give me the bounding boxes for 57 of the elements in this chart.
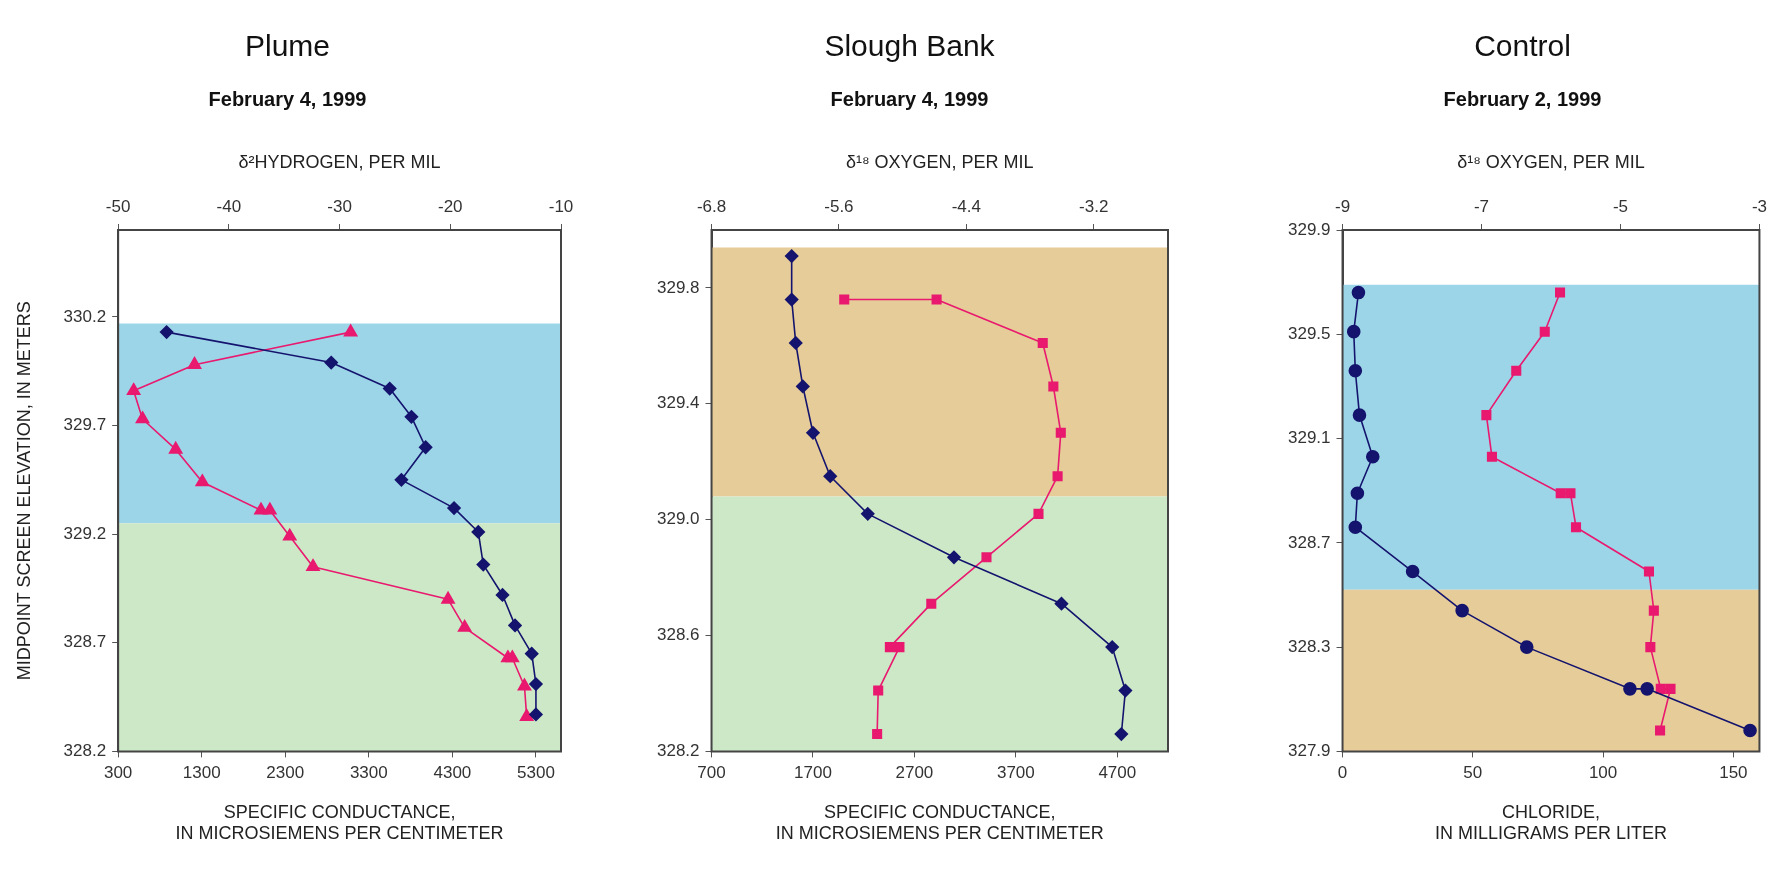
x-tick-label: 100 <box>1588 763 1618 783</box>
chart-title: Slough Bank <box>824 29 996 63</box>
x2-axis-title: δ²HYDROGEN, PER MIL <box>238 151 441 172</box>
chart-subtitle: February 4, 1999 <box>208 87 367 110</box>
x2-axis-title: δ¹⁸ OXYGEN, PER MIL <box>845 151 1034 172</box>
y-tick-label: 328.2 <box>656 741 700 761</box>
y-tick-label: 328.2 <box>63 741 107 761</box>
y-tick-label: 328.6 <box>656 625 700 645</box>
x-tick-label: 5300 <box>517 763 555 783</box>
chart-subtitle: February 4, 1999 <box>830 87 989 110</box>
y-tick-label: 328.7 <box>63 632 107 652</box>
x2-tick-label: -40 <box>216 197 242 217</box>
x-axis-title: SPECIFIC CONDUCTANCE, IN MICROSIEMENS PER CENTIMETER <box>775 801 1104 844</box>
y-tick-label: 329.9 <box>1287 219 1331 239</box>
x-tick-label: 150 <box>1719 763 1748 783</box>
x2-tick-label: -5 <box>1612 197 1629 217</box>
x-tick-label: 3300 <box>349 763 388 783</box>
y-tick-label: 329.7 <box>63 415 107 435</box>
y-tick-label: 330.2 <box>63 306 107 326</box>
x-tick-label: 2300 <box>266 763 305 783</box>
x-tick-label: 300 <box>103 763 133 783</box>
x-tick-label: 2700 <box>895 763 934 783</box>
x2-tick-label: -20 <box>438 197 463 217</box>
y-tick-label: 327.9 <box>1287 741 1331 761</box>
y-tick-label: 329.5 <box>1287 323 1331 343</box>
chart-subtitle: February 2, 1999 <box>1443 87 1602 110</box>
y-tick-label: 329.4 <box>656 393 700 413</box>
x-tick-label: 1700 <box>794 763 832 783</box>
y-tick-label: 329.8 <box>656 277 700 297</box>
x2-axis-title: δ¹⁸ OXYGEN, PER MIL <box>1457 151 1645 172</box>
x2-tick-label: -3 <box>1751 197 1767 217</box>
x2-tick-label: -3.2 <box>1079 197 1109 217</box>
x2-tick-label: -50 <box>105 197 131 217</box>
x2-tick-label: -30 <box>327 197 352 217</box>
x-tick-label: 3700 <box>996 763 1035 783</box>
x-tick-label: 4300 <box>433 763 472 783</box>
x2-tick-label: -9 <box>1334 197 1351 217</box>
x-axis-title: SPECIFIC CONDUCTANCE, IN MICROSIEMENS PER CENTIMETER <box>175 801 504 844</box>
y-tick-label: 328.7 <box>1287 532 1331 552</box>
chart-title: Control <box>1474 29 1571 63</box>
y-tick-label: 329.2 <box>63 523 107 543</box>
x2-tick-label: -4.4 <box>951 197 981 217</box>
x-tick-label: 1300 <box>182 763 221 783</box>
y-tick-label: 328.3 <box>1287 636 1331 656</box>
x-tick-label: 50 <box>1463 763 1483 783</box>
y-tick-label: 329.1 <box>1287 428 1331 448</box>
x2-tick-label: -7 <box>1473 197 1490 217</box>
chart-title: Plume <box>244 29 331 63</box>
y-tick-label: 329.0 <box>656 509 700 529</box>
x-tick-label: 0 <box>1337 763 1348 783</box>
x2-tick-label: -6.8 <box>696 197 727 217</box>
x2-tick-label: -10 <box>548 197 574 217</box>
x-tick-label: 700 <box>697 763 726 783</box>
x-tick-label: 4700 <box>1098 763 1137 783</box>
y-axis-title: MIDPOINT SCREEN ELEVATION, IN METERS <box>13 301 34 681</box>
x2-tick-label: -5.6 <box>824 197 854 217</box>
x-axis-title: CHLORIDE, IN MILLIGRAMS PER LITER <box>1434 801 1668 844</box>
